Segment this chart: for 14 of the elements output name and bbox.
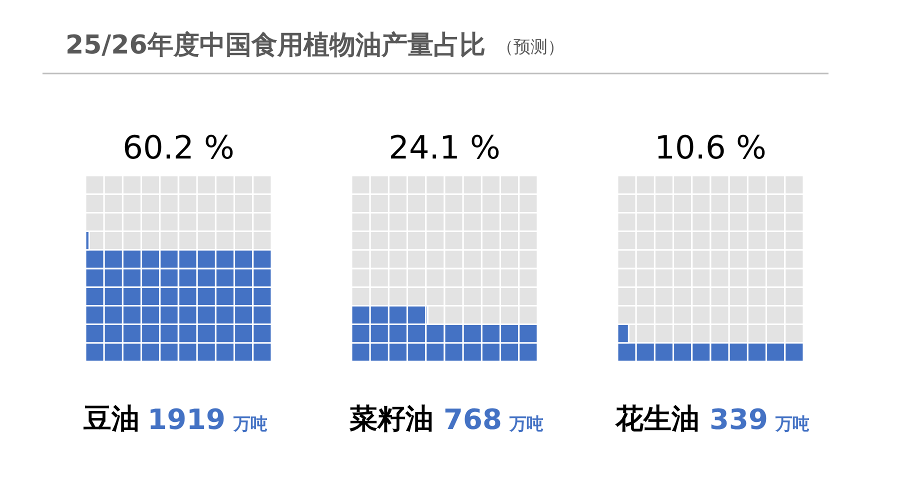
text: 万吨: [776, 414, 810, 434]
text: 万吨: [510, 414, 544, 434]
text: 339: [710, 403, 768, 436]
category-label: 豆油: [82, 402, 140, 435]
category-label: 菜籽油: [348, 402, 434, 435]
text: 1919: [148, 403, 226, 436]
category-label: 花生油: [614, 402, 700, 435]
data-label: 10.6 %: [654, 128, 766, 166]
text: 25/26年度中国食用植物油产量占比: [66, 30, 486, 60]
data-label: 24.1 %: [388, 128, 500, 166]
text: （预测）: [496, 38, 564, 58]
data-label: 60.2 %: [122, 128, 234, 166]
text: 768: [444, 403, 502, 436]
text: 万吨: [234, 414, 268, 434]
